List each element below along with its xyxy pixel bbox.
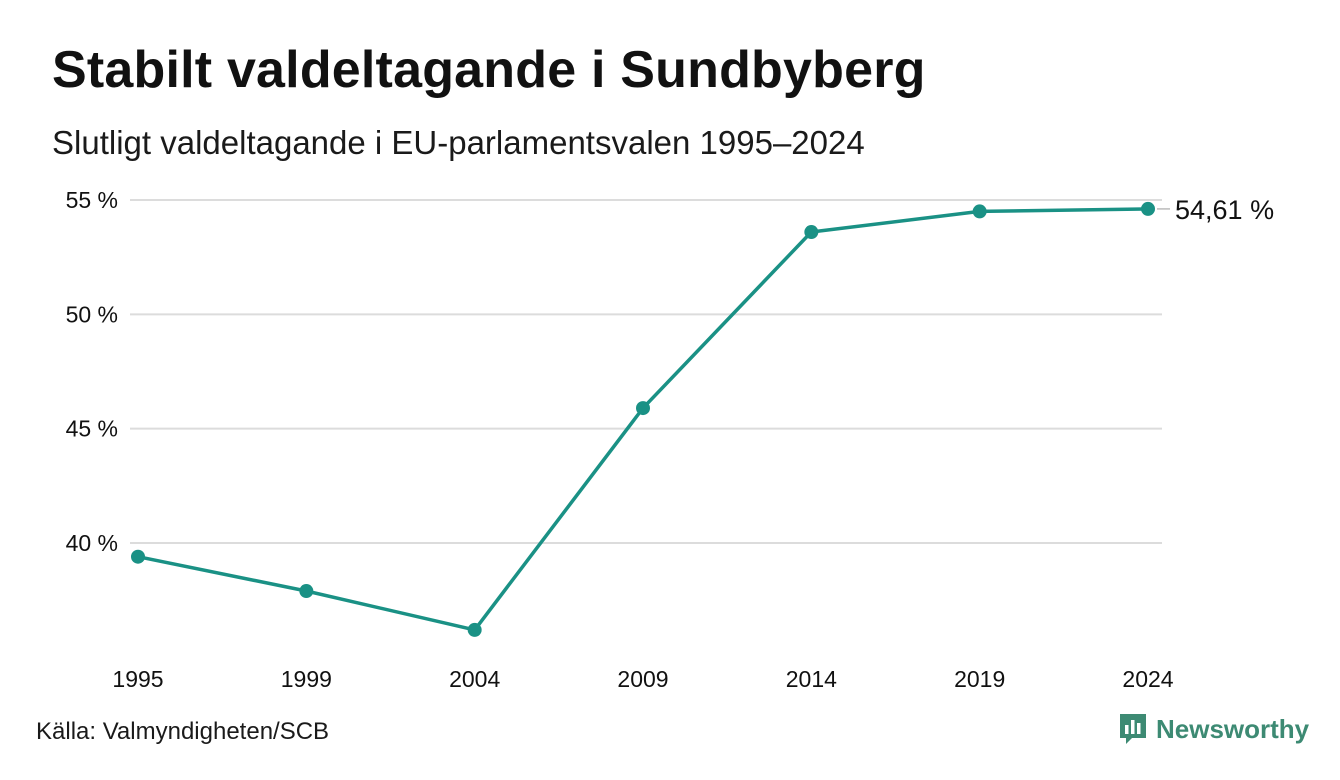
x-tick-label: 2009 <box>617 666 668 692</box>
x-tick-label: 1999 <box>281 666 332 692</box>
data-point <box>636 401 650 416</box>
data-labels: 54,61 % <box>1157 195 1274 225</box>
line-chart: 40 % 45 % 50 % 55 % 1995 1999 2004 2009 2014 201… <box>66 187 1275 692</box>
x-axis-ticks: 1995 1999 2004 2009 2014 2019 2024 <box>112 666 1173 692</box>
x-tick-label: 2014 <box>786 666 837 692</box>
chart-title: Stabilt valdeltagande i Sundbyberg <box>52 41 926 99</box>
data-point <box>972 204 987 219</box>
end-value-label: 54,61 % <box>1175 195 1274 225</box>
series-layer <box>131 201 1155 637</box>
series-line <box>136 207 1150 632</box>
x-tick-label: 2004 <box>449 666 500 692</box>
y-tick-label: 40 % <box>66 530 118 556</box>
data-point <box>299 584 314 599</box>
data-point <box>804 225 819 240</box>
gridlines <box>130 199 1162 544</box>
data-point <box>467 622 482 637</box>
brand-logo: Newsworthy <box>1118 712 1309 746</box>
newsworthy-logo-icon <box>1120 714 1146 744</box>
chart-subtitle: Slutligt valdeltagande i EU-parlamentsva… <box>52 124 865 161</box>
y-axis-ticks: 40 % 45 % 50 % 55 % <box>66 187 118 556</box>
data-point <box>131 549 145 564</box>
data-point <box>1141 201 1155 216</box>
source-note: Källa: Valmyndigheten/SCB <box>36 718 330 745</box>
x-tick-label: 1995 <box>112 666 163 692</box>
brand-name: Newsworthy <box>1156 713 1310 744</box>
y-tick-label: 45 % <box>66 416 118 442</box>
x-tick-label: 2024 <box>1122 666 1173 692</box>
y-tick-label: 55 % <box>66 187 118 213</box>
y-tick-label: 50 % <box>66 301 118 327</box>
x-tick-label: 2019 <box>954 666 1005 692</box>
